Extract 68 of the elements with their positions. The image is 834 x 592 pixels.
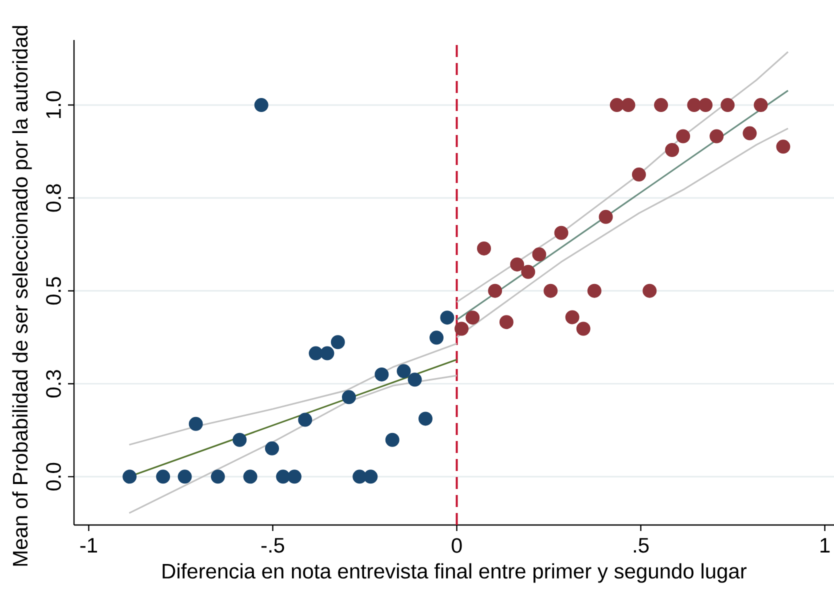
point bbox=[632, 168, 646, 182]
point bbox=[499, 315, 514, 330]
x-axis-title: Diferencia en nota entrevista final entre primer y segundo lugar bbox=[162, 563, 747, 583]
point bbox=[776, 140, 790, 154]
point bbox=[320, 346, 334, 360]
point bbox=[330, 335, 345, 350]
point bbox=[178, 470, 192, 484]
point bbox=[532, 247, 546, 262]
point bbox=[554, 226, 568, 240]
point bbox=[510, 257, 524, 272]
point bbox=[430, 330, 444, 345]
point bbox=[754, 98, 768, 112]
point bbox=[374, 367, 389, 382]
point bbox=[454, 322, 469, 336]
point bbox=[243, 470, 258, 484]
point bbox=[521, 264, 536, 279]
point bbox=[576, 322, 590, 336]
x-tick-label: .5 bbox=[634, 538, 649, 553]
x-tick-label: -.5 bbox=[261, 538, 284, 553]
point bbox=[287, 470, 302, 484]
point bbox=[276, 470, 290, 484]
point bbox=[156, 470, 170, 484]
point bbox=[408, 372, 422, 387]
point bbox=[418, 412, 432, 426]
point bbox=[210, 470, 225, 484]
point bbox=[265, 441, 280, 456]
point bbox=[742, 126, 757, 140]
line-series bbox=[456, 128, 789, 338]
x-tick-label: -1 bbox=[80, 538, 98, 552]
y-tick-label: 0.0 bbox=[46, 462, 61, 490]
point bbox=[122, 470, 137, 484]
point bbox=[342, 390, 356, 404]
point bbox=[466, 310, 480, 325]
point bbox=[298, 412, 312, 427]
point bbox=[654, 98, 668, 112]
point bbox=[488, 284, 502, 298]
point bbox=[642, 284, 657, 298]
point bbox=[587, 284, 602, 298]
point bbox=[676, 129, 690, 144]
x-tick-label: 1 bbox=[820, 538, 830, 552]
line-series bbox=[128, 374, 458, 514]
line-series bbox=[456, 51, 789, 303]
point bbox=[308, 346, 323, 360]
y-axis-title: Mean of Probabilidad de ser seleccionado por la autoridad bbox=[12, 26, 32, 566]
point bbox=[385, 432, 400, 447]
line-series bbox=[128, 342, 458, 446]
point bbox=[254, 98, 268, 112]
point bbox=[232, 432, 247, 447]
point bbox=[720, 98, 735, 112]
point bbox=[710, 129, 724, 144]
y-tick-label: 1.0 bbox=[46, 91, 61, 118]
point bbox=[598, 210, 613, 224]
point bbox=[188, 416, 203, 431]
point bbox=[665, 142, 680, 157]
y-tick-label: 0.5 bbox=[46, 277, 61, 305]
point bbox=[364, 470, 378, 484]
point bbox=[698, 98, 713, 112]
point bbox=[544, 284, 558, 298]
point bbox=[621, 98, 636, 112]
point bbox=[610, 98, 624, 112]
point bbox=[687, 98, 702, 112]
x-tick-label: 0 bbox=[452, 538, 462, 553]
point bbox=[396, 364, 411, 378]
y-tick-label: 0.3 bbox=[46, 370, 61, 398]
y-tick-label: 0.8 bbox=[46, 184, 61, 212]
point bbox=[565, 310, 580, 324]
point bbox=[440, 310, 454, 325]
point bbox=[477, 241, 491, 256]
